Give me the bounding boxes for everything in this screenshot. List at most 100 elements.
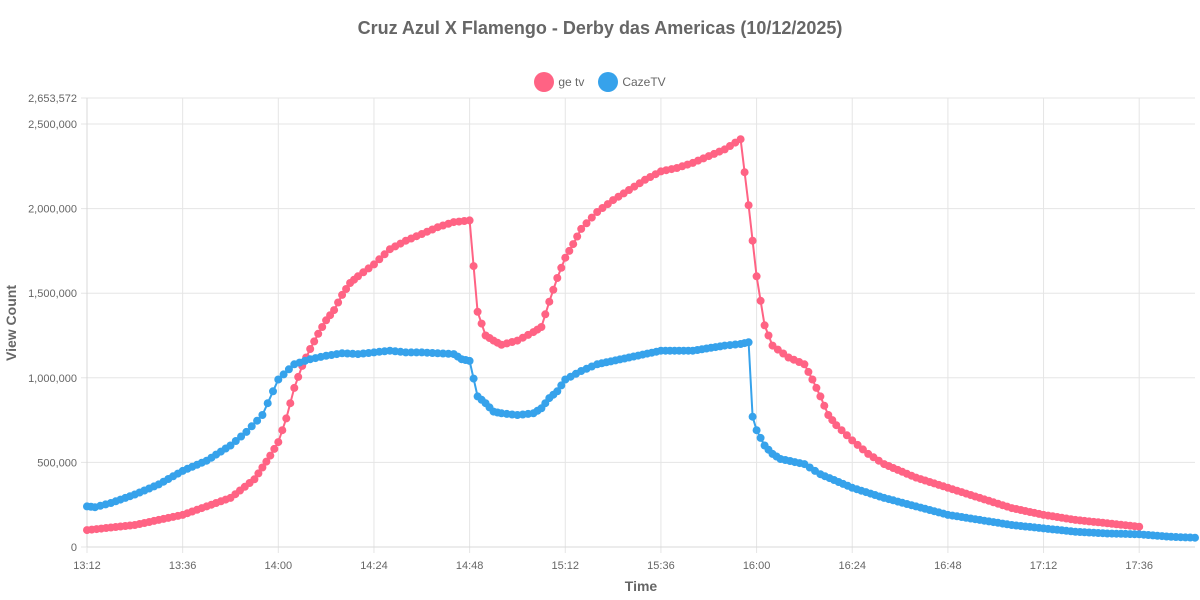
data-point-ge-tv[interactable] bbox=[577, 224, 586, 233]
data-point-cazetv[interactable] bbox=[465, 356, 474, 365]
data-point-ge-tv[interactable] bbox=[250, 475, 259, 484]
x-tick-label: 14:48 bbox=[456, 560, 484, 572]
data-point-ge-tv[interactable] bbox=[473, 307, 482, 316]
data-point-cazetv[interactable] bbox=[284, 365, 293, 374]
data-point-cazetv[interactable] bbox=[1191, 533, 1199, 542]
data-point-ge-tv[interactable] bbox=[375, 255, 384, 264]
data-point-ge-tv[interactable] bbox=[760, 321, 769, 330]
legend-label-cazetv: CazeTV bbox=[622, 75, 666, 89]
data-point-ge-tv[interactable] bbox=[853, 440, 862, 449]
data-point-ge-tv[interactable] bbox=[270, 444, 279, 453]
series-cazetv bbox=[83, 338, 1199, 542]
x-axis-label: Time bbox=[625, 578, 658, 594]
data-point-cazetv[interactable] bbox=[231, 437, 240, 445]
data-point-cazetv[interactable] bbox=[226, 441, 235, 450]
data-point-ge-tv[interactable] bbox=[748, 236, 757, 245]
data-point-ge-tv[interactable] bbox=[306, 345, 315, 353]
data-point-cazetv[interactable] bbox=[279, 370, 288, 379]
data-point-ge-tv[interactable] bbox=[465, 216, 474, 225]
grid bbox=[81, 97, 1195, 553]
axes: 0 500,000 1,000,000 1,500,000 2,000,000 2,500… bbox=[28, 93, 1195, 572]
data-point-ge-tv[interactable] bbox=[334, 298, 343, 307]
data-point-ge-tv[interactable] bbox=[266, 451, 275, 460]
data-point-ge-tv[interactable] bbox=[537, 323, 546, 331]
data-point-ge-tv[interactable] bbox=[736, 135, 745, 144]
data-point-cazetv[interactable] bbox=[269, 387, 277, 396]
data-point-ge-tv[interactable] bbox=[541, 310, 550, 319]
data-point-ge-tv[interactable] bbox=[832, 421, 841, 430]
data-point-ge-tv[interactable] bbox=[561, 253, 570, 262]
data-point-ge-tv[interactable] bbox=[274, 438, 283, 447]
data-point-ge-tv[interactable] bbox=[756, 296, 765, 305]
data-point-ge-tv[interactable] bbox=[258, 463, 267, 472]
y-tick-label: 0 bbox=[71, 542, 77, 554]
data-point-ge-tv[interactable] bbox=[286, 399, 295, 408]
data-point-ge-tv[interactable] bbox=[477, 319, 486, 328]
data-point-ge-tv[interactable] bbox=[254, 469, 263, 478]
data-point-cazetv[interactable] bbox=[237, 432, 246, 441]
data-point-ge-tv[interactable] bbox=[314, 329, 323, 338]
data-point-cazetv[interactable] bbox=[744, 338, 753, 347]
data-point-ge-tv[interactable] bbox=[557, 263, 566, 272]
data-point-ge-tv[interactable] bbox=[310, 337, 319, 346]
data-point-cazetv[interactable] bbox=[274, 375, 283, 384]
data-point-ge-tv[interactable] bbox=[278, 426, 287, 435]
data-point-ge-tv[interactable] bbox=[330, 306, 339, 315]
legend-item-cazetv[interactable]: CazeTV bbox=[598, 72, 666, 92]
data-point-cazetv[interactable] bbox=[247, 422, 256, 431]
data-point-ge-tv[interactable] bbox=[262, 457, 271, 466]
data-point-ge-tv[interactable] bbox=[752, 272, 761, 281]
data-point-cazetv[interactable] bbox=[748, 412, 757, 421]
data-point-ge-tv[interactable] bbox=[290, 383, 299, 392]
data-point-ge-tv[interactable] bbox=[553, 274, 562, 282]
data-point-cazetv[interactable] bbox=[557, 381, 566, 390]
data-point-ge-tv[interactable] bbox=[573, 232, 582, 241]
data-point-ge-tv[interactable] bbox=[380, 250, 389, 259]
x-tick-label: 16:00 bbox=[743, 560, 771, 572]
data-point-ge-tv[interactable] bbox=[804, 367, 813, 376]
data-point-ge-tv[interactable] bbox=[848, 436, 857, 445]
data-point-ge-tv[interactable] bbox=[842, 431, 851, 440]
data-point-cazetv[interactable] bbox=[469, 374, 478, 383]
data-point-ge-tv[interactable] bbox=[744, 201, 753, 210]
x-tick-label: 14:24 bbox=[360, 560, 388, 572]
y-axis-label: View Count bbox=[3, 285, 19, 361]
data-point-ge-tv[interactable] bbox=[338, 290, 347, 299]
data-point-ge-tv[interactable] bbox=[812, 383, 821, 392]
data-point-ge-tv[interactable] bbox=[820, 401, 829, 410]
x-tick-label: 17:36 bbox=[1125, 560, 1153, 572]
data-point-ge-tv[interactable] bbox=[569, 240, 578, 249]
data-point-cazetv[interactable] bbox=[756, 433, 765, 442]
data-point-cazetv[interactable] bbox=[253, 416, 262, 425]
data-point-ge-tv[interactable] bbox=[545, 297, 554, 306]
data-point-cazetv[interactable] bbox=[553, 387, 562, 396]
data-point-ge-tv[interactable] bbox=[469, 262, 478, 271]
data-point-cazetv[interactable] bbox=[258, 411, 267, 419]
data-point-ge-tv[interactable] bbox=[1135, 522, 1144, 531]
data-point-ge-tv[interactable] bbox=[808, 375, 817, 384]
data-point-ge-tv[interactable] bbox=[282, 414, 291, 423]
data-point-ge-tv[interactable] bbox=[565, 246, 574, 255]
data-point-cazetv[interactable] bbox=[752, 426, 761, 435]
data-point-ge-tv[interactable] bbox=[740, 168, 749, 177]
data-point-ge-tv[interactable] bbox=[318, 323, 327, 331]
data-point-cazetv[interactable] bbox=[263, 399, 272, 408]
data-point-ge-tv[interactable] bbox=[587, 213, 596, 222]
data-point-ge-tv[interactable] bbox=[342, 285, 351, 293]
legend-item-ge-tv[interactable]: ge tv bbox=[534, 72, 584, 92]
data-point-ge-tv[interactable] bbox=[370, 260, 378, 269]
data-point-ge-tv[interactable] bbox=[582, 219, 591, 228]
data-point-ge-tv[interactable] bbox=[858, 445, 867, 454]
series-layer bbox=[83, 135, 1199, 542]
data-point-ge-tv[interactable] bbox=[816, 392, 825, 401]
data-point-ge-tv[interactable] bbox=[800, 360, 809, 369]
y-tick-label: 2,000,000 bbox=[28, 204, 77, 216]
legend: ge tv CazeTV bbox=[0, 72, 1200, 92]
data-point-ge-tv[interactable] bbox=[549, 285, 558, 294]
x-tick-label: 16:48 bbox=[934, 560, 962, 572]
data-point-cazetv[interactable] bbox=[242, 427, 251, 436]
data-point-ge-tv[interactable] bbox=[294, 372, 303, 381]
data-point-ge-tv[interactable] bbox=[837, 426, 846, 435]
data-point-ge-tv[interactable] bbox=[764, 331, 773, 340]
